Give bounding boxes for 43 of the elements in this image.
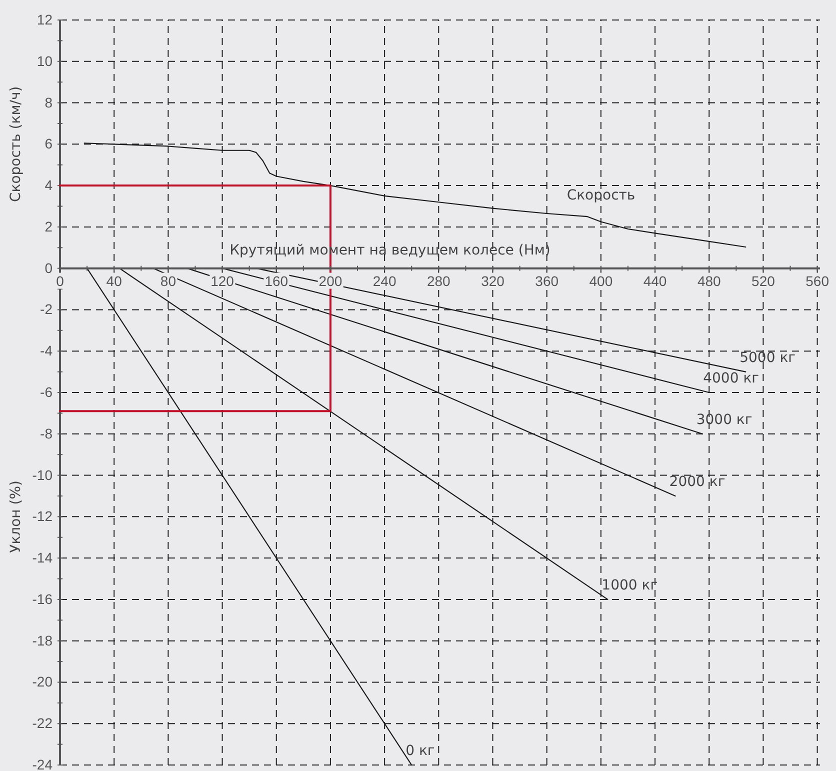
y-tick-label: -22 xyxy=(32,715,53,732)
x-tick-label: 280 xyxy=(426,272,451,289)
series-label: 4000 кг xyxy=(703,370,759,386)
y-tick-label: -20 xyxy=(32,674,53,690)
y-tick-label: -2 xyxy=(40,301,53,318)
y-tick-label: -4 xyxy=(40,342,53,359)
y-tick-label: -24 xyxy=(32,756,53,771)
y-tick-label: 12 xyxy=(36,11,53,28)
x-tick-label: 400 xyxy=(589,272,613,289)
series-label: 5000 кг xyxy=(740,350,796,366)
x-tick-label: 40 xyxy=(106,272,122,289)
x-tick-label: 560 xyxy=(806,272,830,289)
text: Уклон (%) xyxy=(8,480,24,553)
series-label: 1000 кг xyxy=(602,577,658,594)
y-tick-label: -16 xyxy=(32,590,53,607)
x-tick-label: 80 xyxy=(160,272,176,289)
y-tick-label: -14 xyxy=(32,550,53,566)
x-tick-label: 240 xyxy=(372,272,396,289)
y-tick-label: -10 xyxy=(32,466,53,483)
y-tick-label: -6 xyxy=(40,384,53,400)
y-tick-label: 10 xyxy=(36,52,53,69)
y-tick-label: 8 xyxy=(44,94,53,110)
x-tick-label: 120 xyxy=(210,272,234,289)
y-tick-label: 2 xyxy=(44,218,53,234)
y-tick-label: -8 xyxy=(40,425,53,442)
y-tick-label: 4 xyxy=(44,177,53,194)
y-tick-label: -12 xyxy=(32,508,53,524)
x-tick-label: 440 xyxy=(643,272,667,289)
y-tick-label: -18 xyxy=(32,632,53,648)
y-axis-title: Скорость (км/ч) xyxy=(8,86,24,202)
series-label: 2000 кг xyxy=(669,474,726,490)
series-label: Скорость xyxy=(566,187,636,204)
x-tick-label: 360 xyxy=(535,272,559,289)
y-tick-label: 6 xyxy=(44,136,53,152)
y-tick-label: 0 xyxy=(44,260,53,276)
series-label: 0 кг xyxy=(406,743,435,759)
x-tick-label: 320 xyxy=(481,272,505,289)
series-label: 3000 кг xyxy=(696,412,752,428)
x-tick-label: 160 xyxy=(264,272,288,289)
x-tick-label: 480 xyxy=(697,272,722,289)
x-tick-label: 200 xyxy=(318,272,342,289)
x-tick-label: 0 xyxy=(56,272,64,289)
x-tick-label: 520 xyxy=(752,272,776,289)
